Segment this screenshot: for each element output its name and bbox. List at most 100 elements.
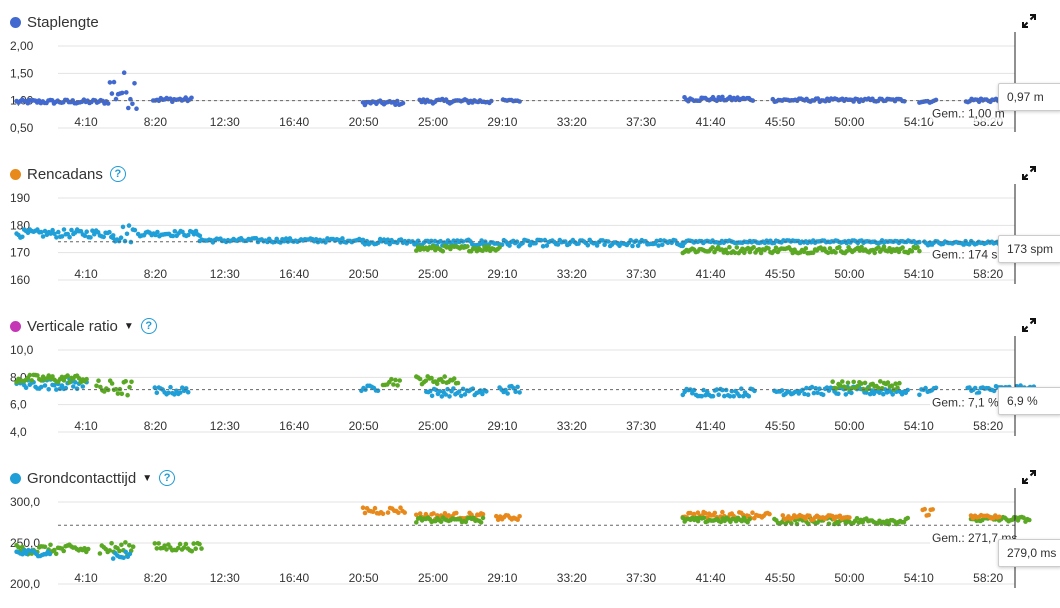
x-tick-label: 16:40 <box>279 571 309 585</box>
current-value-box: 173 spm <box>998 235 1060 263</box>
data-point <box>431 511 436 516</box>
x-tick-label: 50:00 <box>834 115 864 129</box>
data-point <box>703 510 708 516</box>
data-point <box>463 519 469 525</box>
data-point <box>152 385 158 390</box>
data-point <box>867 391 873 397</box>
expand-icon[interactable] <box>1022 14 1036 28</box>
x-tick-label: 45:50 <box>765 115 795 129</box>
chevron-down-icon[interactable]: ▼ <box>142 472 153 484</box>
x-tick-label: 33:20 <box>557 419 587 433</box>
data-point <box>80 384 86 389</box>
data-point <box>451 376 457 381</box>
data-point <box>50 227 55 233</box>
data-point <box>756 247 762 252</box>
data-point <box>65 373 70 378</box>
data-point <box>833 250 838 255</box>
data-point <box>718 519 724 525</box>
y-tick-label: 2,00 <box>10 39 34 53</box>
data-point <box>27 372 33 378</box>
data-point <box>517 99 522 104</box>
data-point <box>24 551 29 556</box>
data-point <box>61 548 66 554</box>
data-point <box>836 391 841 397</box>
data-point <box>130 544 136 549</box>
data-point <box>930 507 935 512</box>
data-point <box>121 555 126 560</box>
expand-icon[interactable] <box>1022 470 1036 484</box>
data-point <box>505 391 510 396</box>
data-point <box>127 543 132 548</box>
data-point <box>172 229 178 234</box>
data-point <box>458 393 464 399</box>
average-label: Gem.: 174 spm <box>932 248 1014 262</box>
data-point <box>600 238 605 243</box>
expand-icon[interactable] <box>1022 166 1036 180</box>
data-point <box>872 250 877 256</box>
data-point <box>876 245 881 250</box>
data-point <box>727 244 732 250</box>
data-point <box>389 376 394 382</box>
data-point <box>90 228 95 233</box>
data-point <box>976 390 982 395</box>
data-point <box>513 389 518 394</box>
panel-title[interactable]: Verticale ratio <box>27 317 118 335</box>
data-point <box>440 379 446 385</box>
expand-icon[interactable] <box>1022 318 1036 332</box>
data-point <box>890 392 895 397</box>
data-point <box>695 518 701 524</box>
x-tick-label: 20:50 <box>349 267 379 281</box>
chevron-down-icon[interactable]: ▼ <box>123 320 134 332</box>
data-point <box>1027 517 1032 523</box>
panel-title: Staplengte <box>27 13 99 31</box>
data-point <box>117 548 122 554</box>
data-point <box>166 390 171 396</box>
y-tick-label: 0,50 <box>10 121 34 135</box>
staplengte-chart[interactable]: 2,001,501,000,504:108:2012:3016:4020:502… <box>0 0 1060 152</box>
data-point <box>393 102 398 107</box>
data-point <box>480 515 486 521</box>
data-point <box>933 97 939 103</box>
data-point <box>602 242 607 247</box>
x-tick-label: 33:20 <box>557 571 587 585</box>
data-point <box>594 243 600 248</box>
panel-title[interactable]: Grondcontacttijd <box>27 469 137 487</box>
data-point <box>119 542 124 548</box>
data-point <box>438 238 443 244</box>
data-point <box>400 100 406 106</box>
data-point <box>807 513 812 519</box>
data-point <box>454 510 459 516</box>
x-tick-label: 4:10 <box>74 419 98 433</box>
data-point <box>189 95 194 101</box>
x-tick-label: 4:10 <box>74 115 98 129</box>
average-label: Gem.: 271,7 ms <box>932 531 1017 545</box>
data-point <box>701 387 706 393</box>
data-point <box>82 546 87 551</box>
data-point <box>486 244 491 249</box>
data-point <box>395 383 400 388</box>
data-point <box>127 384 132 390</box>
help-icon[interactable]: ? <box>109 166 126 182</box>
verticale-ratio-chart[interactable]: 10,08,06,04,04:108:2012:3016:4020:5025:0… <box>0 304 1060 456</box>
x-tick-label: 20:50 <box>349 571 379 585</box>
data-point <box>362 510 368 516</box>
data-point <box>155 229 160 235</box>
data-point <box>20 551 25 557</box>
data-point <box>887 246 892 251</box>
y-tick-label: 6,0 <box>10 398 27 412</box>
average-label-bg <box>930 105 1012 122</box>
x-tick-label: 54:10 <box>904 419 934 433</box>
data-point <box>105 101 111 106</box>
data-point <box>69 227 74 233</box>
x-tick-label: 12:30 <box>210 419 240 433</box>
help-icon[interactable]: ? <box>140 318 157 334</box>
data-point <box>398 505 403 510</box>
x-tick-label: 37:30 <box>626 115 656 129</box>
help-icon[interactable]: ? <box>159 470 176 486</box>
data-point <box>555 242 561 247</box>
data-point <box>101 234 106 240</box>
x-tick-label: 25:00 <box>418 115 448 129</box>
panel-header: Rencadans ? <box>10 164 126 184</box>
